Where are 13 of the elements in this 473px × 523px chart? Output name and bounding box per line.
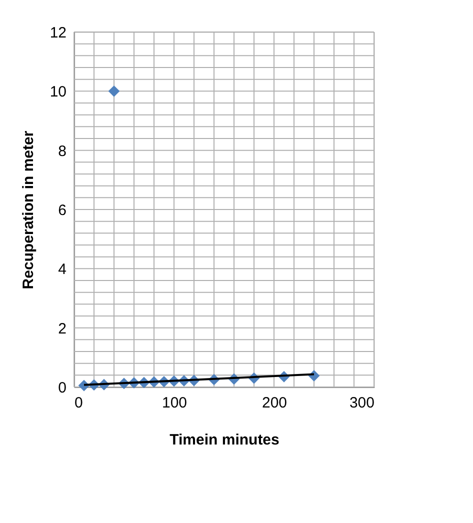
- y-tick-label: 12: [50, 24, 66, 42]
- y-tick-label: 2: [58, 320, 66, 338]
- x-tick-label: 0: [74, 394, 83, 412]
- x-axis-title: Timein minutes: [170, 432, 280, 448]
- x-tick-label: 200: [262, 394, 288, 412]
- x-tick-label: 100: [162, 394, 188, 412]
- x-tick-label: 300: [349, 394, 374, 412]
- y-tick-label: 10: [50, 84, 66, 101]
- y-axis-title: Recuperation in meter: [20, 130, 37, 290]
- y-tick-label: 8: [58, 142, 66, 160]
- y-tick-label: 4: [58, 261, 66, 278]
- y-tick-label: 0: [58, 380, 66, 396]
- y-tick-label: 6: [58, 202, 66, 219]
